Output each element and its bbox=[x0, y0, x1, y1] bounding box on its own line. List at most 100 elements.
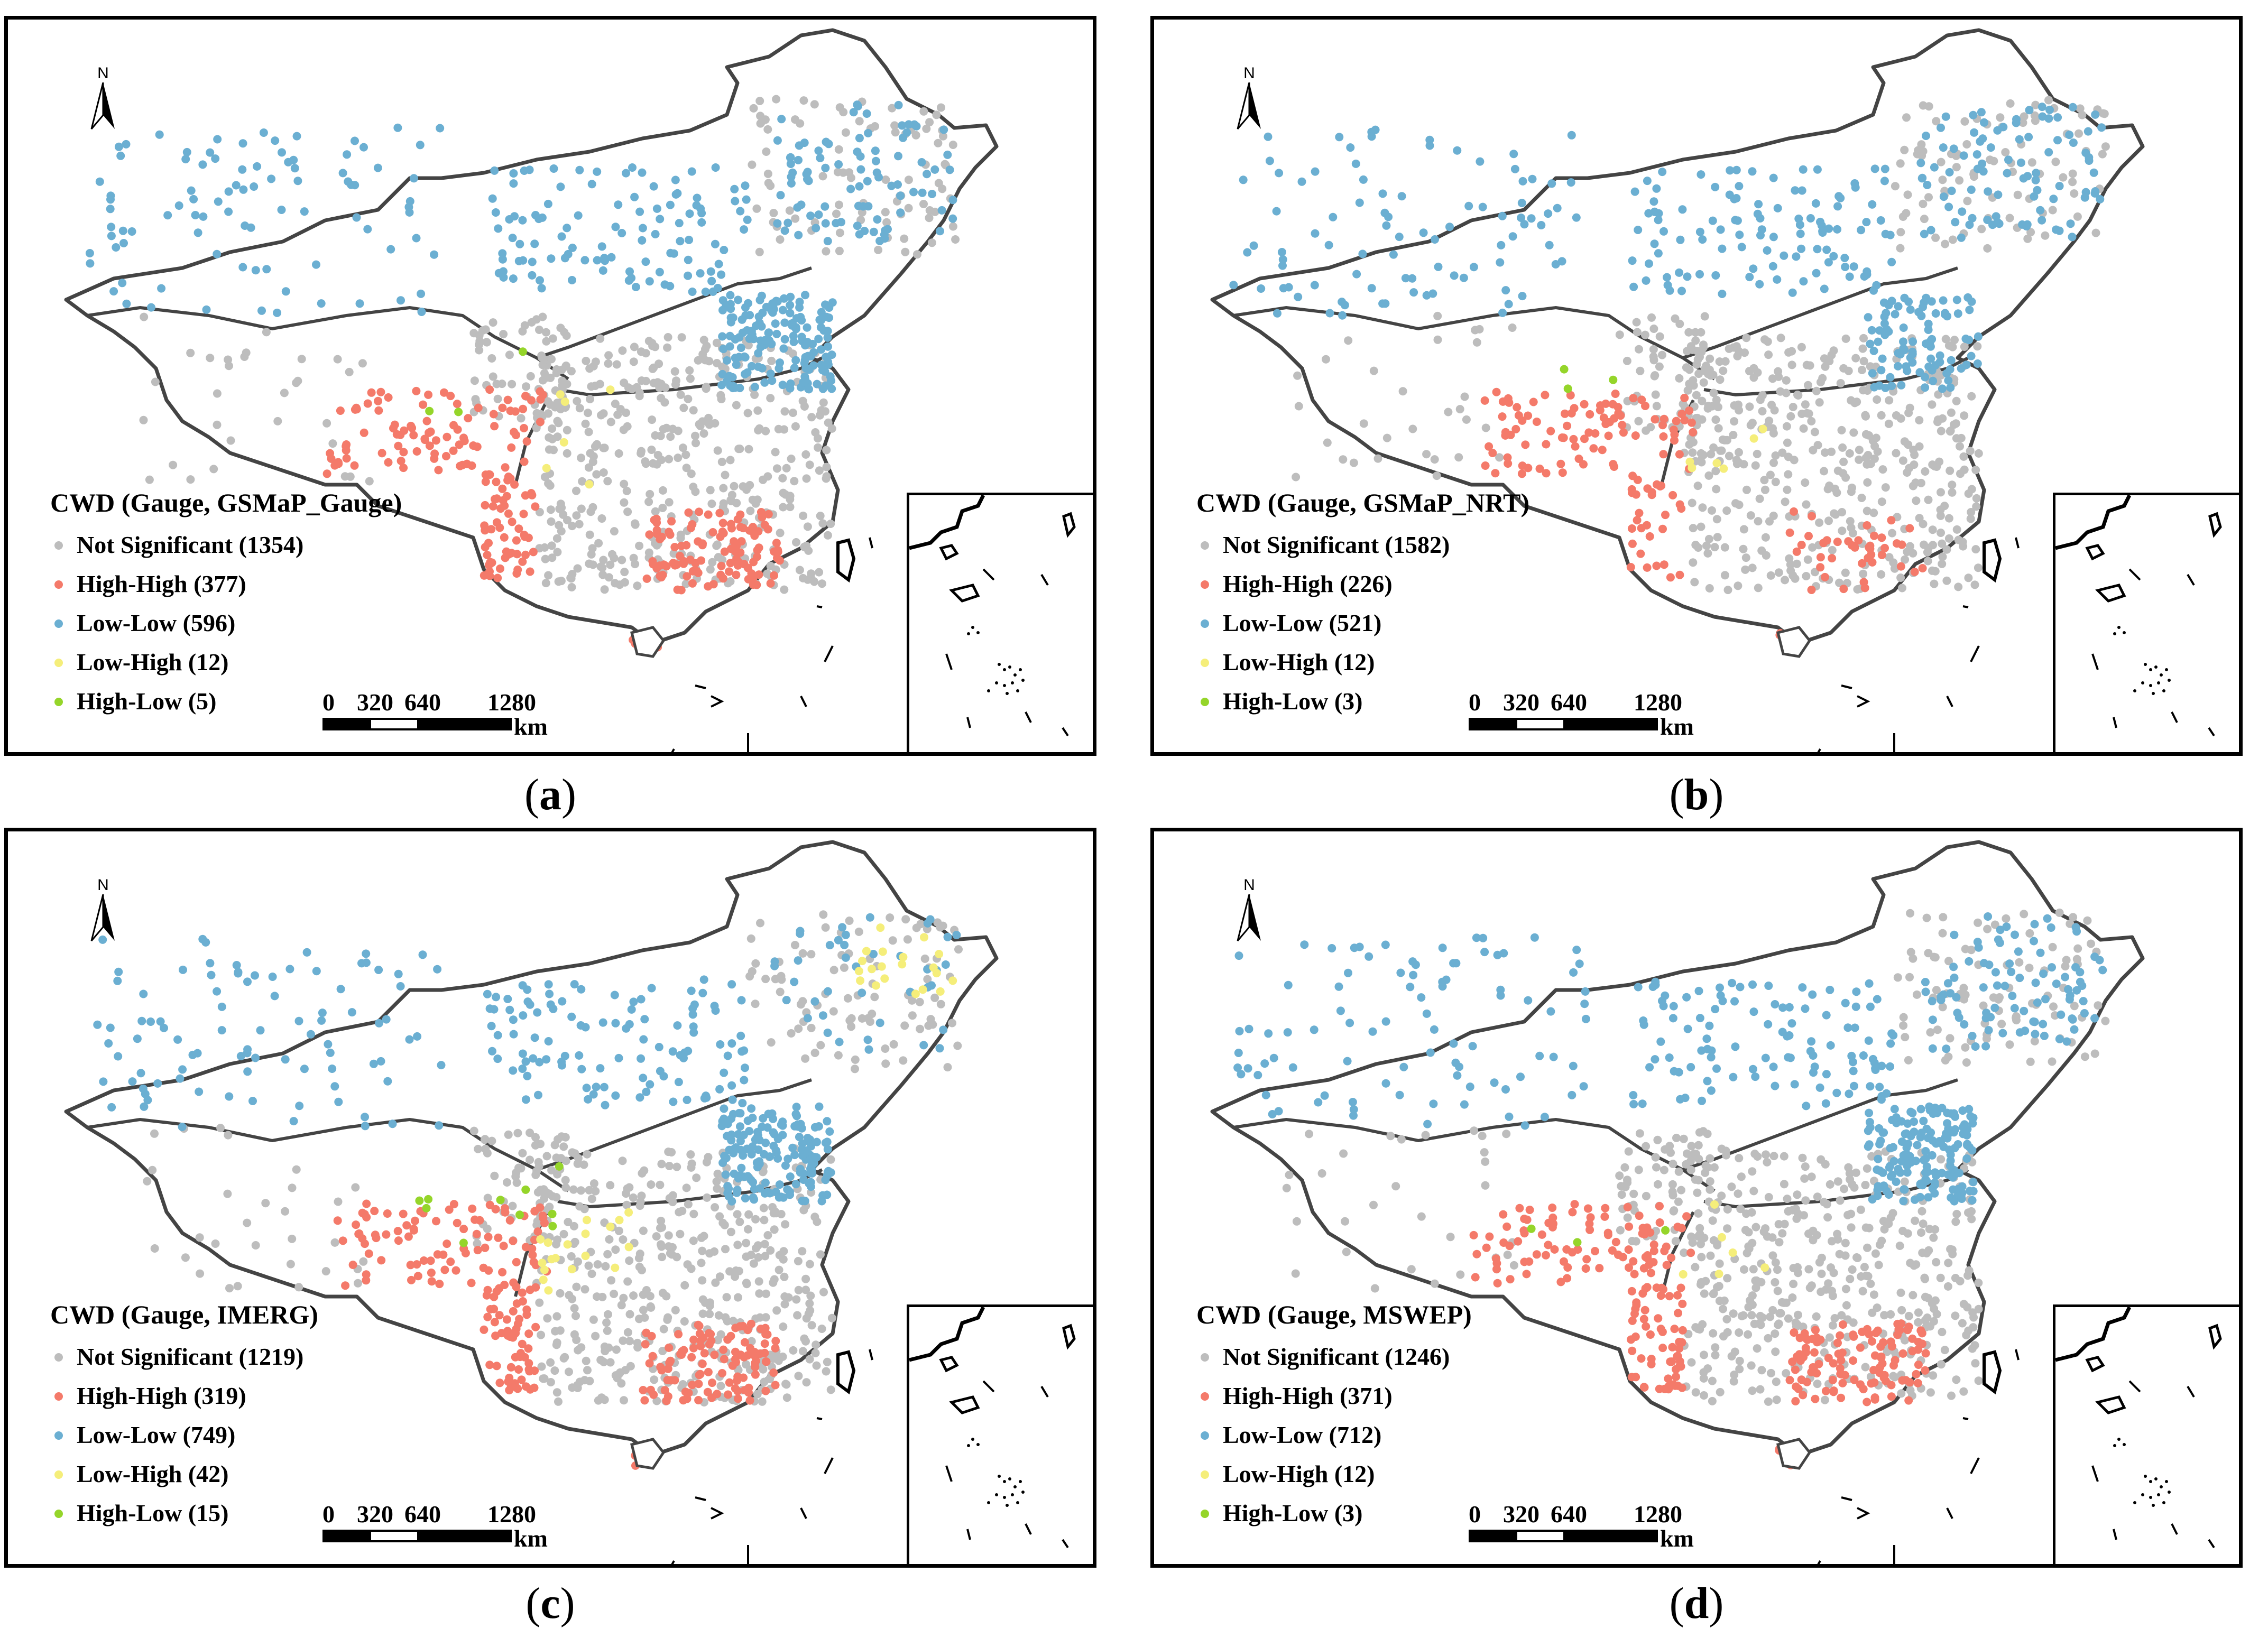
station-point bbox=[364, 1249, 373, 1258]
station-point bbox=[734, 1366, 743, 1375]
station-point bbox=[776, 235, 785, 244]
station-point bbox=[1651, 415, 1659, 424]
station-point bbox=[680, 1317, 689, 1326]
station-point bbox=[718, 574, 727, 583]
station-point bbox=[1892, 1113, 1901, 1122]
station-point bbox=[224, 207, 233, 216]
station-point bbox=[1827, 1263, 1835, 1272]
station-point bbox=[2090, 1014, 2099, 1023]
station-point bbox=[545, 445, 554, 454]
station-point bbox=[1836, 193, 1845, 202]
station-point bbox=[649, 1390, 658, 1399]
station-point bbox=[1626, 563, 1635, 571]
station-point bbox=[93, 1020, 102, 1029]
station-point bbox=[459, 1225, 468, 1234]
station-point bbox=[726, 318, 735, 327]
station-point bbox=[1698, 1235, 1707, 1244]
station-point bbox=[1739, 1311, 1748, 1320]
station-point bbox=[1311, 167, 1320, 176]
station-point bbox=[710, 1002, 719, 1011]
station-point bbox=[1651, 390, 1660, 399]
station-point bbox=[1805, 361, 1814, 370]
station-point bbox=[1655, 332, 1664, 341]
station-point bbox=[1911, 1156, 1920, 1165]
station-point bbox=[1929, 376, 1938, 385]
station-point bbox=[1809, 1226, 1818, 1235]
station-point bbox=[655, 267, 664, 276]
station-point bbox=[611, 223, 620, 232]
station-point bbox=[640, 1396, 649, 1405]
station-point bbox=[542, 464, 551, 473]
station-point bbox=[704, 1367, 713, 1376]
station-point bbox=[1833, 1177, 1842, 1186]
station-point bbox=[1971, 1042, 1980, 1051]
station-point bbox=[1445, 223, 1454, 232]
station-point bbox=[770, 1225, 779, 1234]
station-point bbox=[689, 1028, 698, 1037]
station-point bbox=[1773, 275, 1782, 284]
station-point bbox=[1699, 378, 1708, 387]
station-point bbox=[2005, 959, 2014, 968]
station-point bbox=[186, 475, 195, 484]
station-point bbox=[288, 1234, 297, 1243]
station-point bbox=[575, 165, 584, 174]
station-point bbox=[858, 1014, 866, 1023]
station-point bbox=[535, 326, 543, 334]
station-point bbox=[868, 1010, 877, 1019]
station-point bbox=[787, 1029, 796, 1038]
station-point bbox=[593, 167, 602, 176]
station-point bbox=[754, 349, 763, 358]
station-point bbox=[1942, 576, 1951, 585]
station-point bbox=[687, 469, 696, 478]
station-point bbox=[1732, 459, 1741, 468]
station-point bbox=[488, 502, 497, 511]
station-point bbox=[935, 950, 944, 958]
station-point bbox=[786, 384, 795, 393]
station-point bbox=[805, 1299, 814, 1308]
station-point bbox=[1275, 169, 1284, 178]
station-point bbox=[585, 530, 594, 539]
station-point bbox=[393, 123, 402, 132]
station-point bbox=[213, 389, 222, 398]
station-point bbox=[2057, 1010, 2066, 1019]
station-point bbox=[343, 150, 352, 159]
station-point bbox=[1716, 983, 1724, 992]
station-point bbox=[409, 1225, 418, 1233]
station-point bbox=[1951, 1125, 1960, 1134]
station-point bbox=[834, 145, 843, 154]
station-point bbox=[483, 551, 492, 559]
station-point bbox=[1819, 539, 1828, 548]
station-point bbox=[1397, 192, 1406, 201]
station-point bbox=[1575, 959, 1584, 968]
station-point bbox=[1730, 1371, 1739, 1379]
station-point bbox=[1542, 469, 1551, 478]
station-point bbox=[817, 406, 826, 415]
station-point bbox=[1729, 431, 1738, 439]
station-point bbox=[582, 356, 591, 365]
station-point bbox=[1922, 132, 1930, 140]
station-point bbox=[2085, 156, 2094, 165]
legend-item-low-low: Low-Low (749) bbox=[50, 1415, 318, 1455]
station-point bbox=[781, 1161, 790, 1170]
station-point bbox=[1717, 1191, 1726, 1200]
station-point bbox=[694, 356, 703, 365]
station-point bbox=[1749, 364, 1758, 373]
station-point bbox=[679, 559, 688, 568]
station-point bbox=[686, 556, 695, 564]
station-point bbox=[1709, 443, 1718, 452]
station-point bbox=[735, 445, 744, 454]
station-point bbox=[492, 380, 501, 388]
station-point bbox=[798, 396, 807, 405]
station-point bbox=[734, 295, 743, 304]
station-point bbox=[908, 996, 916, 1005]
station-point bbox=[1268, 1110, 1277, 1118]
station-point bbox=[394, 1236, 403, 1245]
station-point bbox=[1969, 1178, 1978, 1187]
station-point bbox=[1569, 968, 1578, 977]
station-point bbox=[1550, 1245, 1559, 1254]
station-point bbox=[114, 967, 123, 976]
station-point bbox=[845, 168, 854, 177]
station-point bbox=[1904, 440, 1913, 449]
station-point bbox=[588, 503, 597, 512]
station-point bbox=[312, 260, 320, 269]
